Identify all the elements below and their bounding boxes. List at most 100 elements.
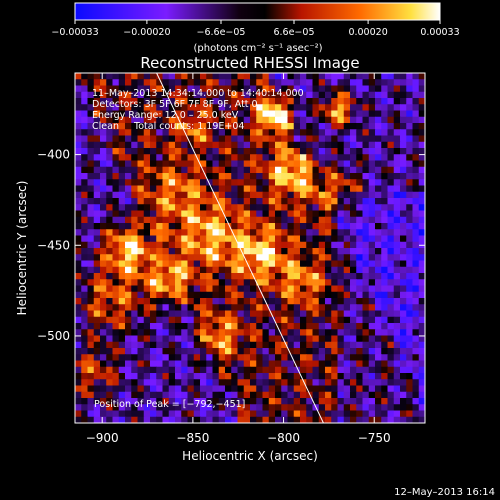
heatmap-cell	[350, 173, 357, 180]
heatmap-cell	[325, 391, 332, 399]
heatmap-cell	[131, 391, 139, 399]
heatmap-cell	[400, 379, 407, 387]
heatmap-cell	[225, 141, 232, 149]
heatmap-cell	[93, 385, 101, 393]
heatmap-cell	[331, 348, 339, 355]
heatmap-cell	[243, 79, 251, 87]
heatmap-cell	[275, 154, 282, 162]
heatmap-cell	[318, 329, 326, 337]
heatmap-cell	[243, 385, 251, 393]
heatmap-cell	[393, 79, 401, 87]
heatmap-cell	[381, 73, 389, 80]
heatmap-cell	[268, 416, 276, 423]
heatmap-cell	[287, 354, 295, 362]
heatmap-cell	[87, 191, 95, 199]
heatmap-cell	[393, 391, 401, 399]
heatmap-cell	[162, 385, 170, 393]
heatmap-cell	[106, 254, 114, 262]
heatmap-cell	[231, 354, 239, 362]
heatmap-cell	[143, 379, 151, 387]
heatmap-cell	[87, 316, 95, 324]
heatmap-cell	[256, 248, 264, 255]
heatmap-cell	[418, 185, 425, 193]
heatmap-cell	[193, 285, 201, 293]
heatmap-cell	[412, 123, 420, 130]
heatmap-cell	[150, 335, 157, 343]
heatmap-cell	[250, 335, 257, 343]
heatmap-cell	[106, 223, 114, 230]
heatmap-cell	[225, 173, 232, 180]
heatmap-cell	[356, 316, 364, 324]
heatmap-cell	[343, 241, 351, 249]
heatmap-cell	[393, 385, 401, 393]
heatmap-cell	[406, 329, 414, 337]
heatmap-cell	[212, 116, 220, 124]
heatmap-cell	[112, 204, 120, 212]
heatmap-cell	[406, 285, 414, 293]
heatmap-cell	[218, 91, 226, 99]
heatmap-cell	[275, 166, 282, 174]
heatmap-cell	[231, 185, 239, 193]
heatmap-cell	[243, 316, 251, 324]
heatmap-cell	[287, 254, 295, 262]
heatmap-cell	[187, 173, 195, 180]
heatmap-cell	[331, 204, 339, 212]
heatmap-cell	[100, 329, 107, 337]
heatmap-cell	[262, 91, 270, 99]
heatmap-cell	[200, 310, 207, 318]
heatmap-cell	[387, 304, 395, 312]
heatmap-cell	[231, 373, 239, 380]
heatmap-cell	[156, 91, 164, 99]
heatmap-cell	[418, 98, 425, 105]
heatmap-cell	[175, 135, 182, 143]
heatmap-cell	[75, 391, 82, 399]
heatmap-cell	[93, 179, 101, 187]
heatmap-cell	[306, 273, 314, 280]
x-tick-label: −750	[358, 431, 391, 445]
heatmap-cell	[168, 279, 176, 287]
heatmap-cell	[237, 379, 245, 387]
heatmap-cell	[93, 79, 101, 87]
heatmap-cell	[112, 98, 120, 105]
heatmap-cell	[162, 198, 170, 205]
heatmap-cell	[137, 91, 145, 99]
heatmap-cell	[100, 341, 107, 349]
heatmap-cell	[125, 204, 132, 212]
heatmap-cell	[187, 385, 195, 393]
heatmap-cell	[137, 410, 145, 418]
heatmap-cell	[325, 404, 332, 412]
heatmap-cell	[293, 235, 301, 243]
heatmap-cell	[193, 404, 201, 412]
heatmap-cell	[256, 98, 264, 105]
heatmap-cell	[400, 216, 407, 224]
heatmap-cell	[356, 198, 364, 205]
heatmap-cell	[412, 154, 420, 162]
colorbar-tick-label: −0.00033	[51, 27, 98, 38]
heatmap-cell	[193, 191, 201, 199]
heatmap-cell	[212, 285, 220, 293]
heatmap-cell	[381, 385, 389, 393]
heatmap-cell	[250, 248, 257, 255]
heatmap-cell	[331, 285, 339, 293]
heatmap-cell	[181, 329, 189, 337]
heatmap-cell	[350, 398, 357, 405]
heatmap-cell	[231, 179, 239, 187]
heatmap-cell	[150, 210, 157, 218]
heatmap-cell	[406, 248, 414, 255]
heatmap-cell	[375, 254, 382, 262]
heatmap-cell	[93, 366, 101, 374]
heatmap-cell	[350, 348, 357, 355]
heatmap-cell	[143, 310, 151, 318]
heatmap-cell	[400, 235, 407, 243]
heatmap-cell	[175, 216, 182, 224]
heatmap-cell	[75, 410, 82, 418]
heatmap-cell	[175, 285, 182, 293]
heatmap-cell	[375, 316, 382, 324]
heatmap-cell	[268, 341, 276, 349]
heatmap-cell	[406, 135, 414, 143]
heatmap-cell	[400, 198, 407, 205]
heatmap-cell	[262, 166, 270, 174]
heatmap-cell	[100, 310, 107, 318]
heatmap-cell	[237, 385, 245, 393]
heatmap-cell	[143, 85, 151, 93]
